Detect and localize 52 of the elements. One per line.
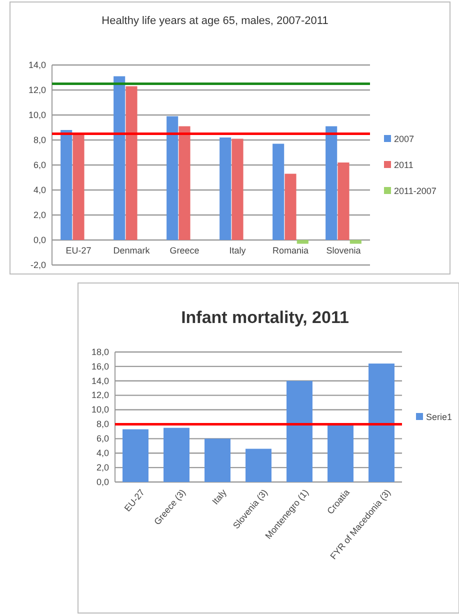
x-tick-label: Italy [229, 245, 246, 256]
y-tick-label: 6,0 [96, 434, 109, 444]
y-tick-label: 2,0 [33, 210, 46, 220]
bar [126, 86, 138, 240]
x-tick-label: Slovenia [326, 245, 361, 256]
bar [350, 240, 362, 244]
bar [178, 126, 190, 240]
y-tick-label: 10,0 [91, 404, 109, 415]
x-tick-label: Romania [272, 245, 309, 256]
legend-label: 2007 [394, 134, 414, 144]
y-tick-label: 0,0 [96, 476, 109, 487]
bar [328, 424, 354, 482]
y-tick-label: 10,0 [28, 110, 46, 120]
legend-label: Serie1 [426, 412, 452, 422]
y-tick-label: 4,0 [33, 184, 46, 195]
y-tick-label: 0,0 [33, 234, 46, 245]
chart-title: Infant mortality, 2011 [181, 308, 349, 327]
x-tick-label: EU-27 [66, 245, 92, 256]
y-tick-label: 18,0 [91, 346, 109, 357]
bar [284, 174, 296, 240]
legend-label: 2011-2007 [394, 186, 436, 196]
y-tick-label: 6,0 [33, 160, 46, 170]
x-tick-label: Denmark [113, 245, 150, 256]
x-tick-label: Greece [170, 245, 200, 256]
bar [286, 380, 312, 482]
y-tick-label: 12,0 [91, 390, 109, 400]
bar [204, 438, 230, 482]
bar [114, 76, 126, 240]
y-tick-label: -2,0 [30, 260, 46, 270]
bar [220, 138, 232, 240]
bar [60, 130, 72, 240]
bar [122, 429, 148, 482]
y-tick-label: 8,0 [96, 419, 109, 430]
y-tick-label: 4,0 [96, 448, 109, 458]
x-tick-label: Italy [210, 487, 229, 506]
y-tick-label: 14,0 [91, 376, 109, 386]
legend-label: 2011 [394, 160, 414, 170]
bar [296, 240, 308, 244]
bar [246, 448, 272, 482]
y-tick-label: 14,0 [28, 60, 46, 70]
bar [338, 162, 350, 240]
bar [326, 126, 338, 240]
bar [368, 364, 394, 482]
y-tick-label: 12,0 [28, 84, 46, 95]
y-tick-label: 2,0 [96, 462, 109, 472]
y-tick-label: 16,0 [91, 361, 109, 372]
bar [164, 428, 190, 482]
chart-title: Healthy life years at age 65, males, 2007-2011 [102, 15, 328, 27]
y-tick-label: 8,0 [33, 134, 46, 145]
bar [232, 138, 244, 240]
bar [272, 144, 284, 240]
bar [166, 116, 178, 240]
